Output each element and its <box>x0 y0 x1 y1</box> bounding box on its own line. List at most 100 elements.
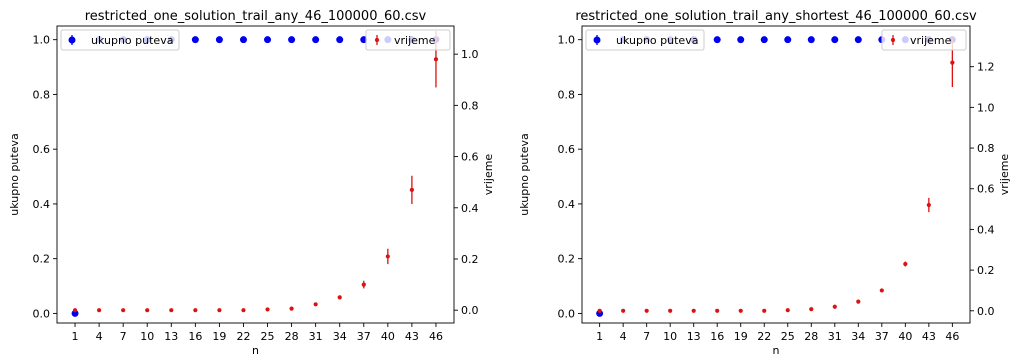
legend-right: vrijeme <box>881 29 967 51</box>
point-vrijeme <box>809 307 814 312</box>
point-vrijeme <box>903 261 908 267</box>
legend-right: vrijeme <box>365 29 451 51</box>
point-vrijeme <box>241 308 246 313</box>
y-left-tick-label: 0.0 <box>558 307 576 320</box>
plot-frame <box>581 25 971 324</box>
point-vrijeme <box>265 307 270 312</box>
point-vrijeme <box>879 288 884 293</box>
point-ukupno-puteva <box>239 36 247 44</box>
x-tick-label: 43 <box>405 330 419 343</box>
point-vrijeme <box>145 308 150 313</box>
point-ukupno-puteva <box>854 36 862 44</box>
point-ukupno-puteva <box>288 36 296 44</box>
y-left-axis-label: ukupno puteva <box>8 133 21 215</box>
point-vrijeme <box>121 308 126 313</box>
y-left-tick-label: 1.0 <box>33 34 51 47</box>
point-ukupno-puteva <box>336 36 344 44</box>
point-vrijeme <box>72 308 78 313</box>
point-vrijeme <box>621 308 626 313</box>
point-vrijeme <box>337 295 342 300</box>
x-tick-label: 7 <box>120 330 127 343</box>
x-tick-label: 34 <box>333 330 347 343</box>
x-tick-label: 25 <box>261 330 275 343</box>
y-right-tick-label: 0.8 <box>977 142 995 155</box>
plot-frame <box>56 25 455 324</box>
x-tick-label: 25 <box>781 330 795 343</box>
legend-left-box <box>60 29 180 51</box>
x-tick-label: 31 <box>309 330 323 343</box>
point-vrijeme <box>644 308 649 313</box>
x-tick-label: 7 <box>643 330 650 343</box>
x-tick-label: 10 <box>140 330 154 343</box>
x-axis-label: n <box>773 344 780 357</box>
point-vrijeme <box>738 308 743 313</box>
legend-right-box <box>365 29 451 51</box>
x-tick-label: 46 <box>945 330 959 343</box>
point-ukupno-puteva <box>264 36 272 44</box>
x-tick-label: 19 <box>734 330 748 343</box>
legend-right-box <box>881 29 967 51</box>
y-right-tick-label: 1.0 <box>977 101 995 114</box>
legend-left: ukupno puteva <box>585 29 705 51</box>
x-tick-label: 10 <box>663 330 677 343</box>
y-left-tick-label: 0.8 <box>33 88 51 101</box>
x-tick-label: 19 <box>212 330 226 343</box>
y-right-tick-label: 0.4 <box>461 202 479 215</box>
point-vrijeme <box>433 57 439 62</box>
point-vrijeme <box>97 308 102 313</box>
y-right-tick-label: 0.0 <box>461 304 479 317</box>
chart-right: restricted_one_solution_trail_any_shorte… <box>518 9 1011 357</box>
legend-right-label: vrijeme <box>910 34 952 47</box>
y-right-tick-label: 0.2 <box>977 264 995 277</box>
legend-left-box <box>585 29 705 51</box>
legend-right-label: vrijeme <box>394 34 436 47</box>
legend-left-label: ukupno puteva <box>616 34 698 47</box>
chart-title: restricted_one_solution_trail_any_46_100… <box>85 9 427 24</box>
y-right-axis-label: vrijeme <box>482 154 495 196</box>
y-left-tick-label: 0.2 <box>33 253 51 266</box>
y-left-tick-label: 0.2 <box>558 253 576 266</box>
chart-title: restricted_one_solution_trail_any_shorte… <box>575 9 977 24</box>
point-ukupno-puteva <box>737 36 745 44</box>
x-tick-label: 13 <box>164 330 178 343</box>
y-left-tick-label: 0.6 <box>33 143 51 156</box>
y-right-tick-label: 0.8 <box>461 99 479 112</box>
point-vrijeme <box>361 282 366 287</box>
x-tick-label: 1 <box>72 330 79 343</box>
point-ukupno-puteva <box>71 309 79 317</box>
x-tick-label: 34 <box>851 330 865 343</box>
x-axis-label: n <box>252 344 259 357</box>
point-vrijeme <box>950 60 955 65</box>
x-tick-label: 4 <box>96 330 103 343</box>
point-ukupno-puteva <box>713 36 721 44</box>
legend-left-label: ukupno puteva <box>91 34 173 47</box>
point-vrijeme <box>691 308 696 313</box>
y-left-tick-label: 0.8 <box>558 88 576 101</box>
y-right-tick-label: 0.6 <box>461 151 479 164</box>
x-tick-label: 16 <box>188 330 202 343</box>
y-left-tick-label: 0.4 <box>558 198 576 211</box>
point-ukupno-puteva <box>831 36 839 44</box>
point-ukupno-puteva <box>807 36 815 44</box>
x-tick-label: 43 <box>922 330 936 343</box>
point-vrijeme <box>715 308 720 313</box>
y-left-tick-label: 0.6 <box>558 143 576 156</box>
chart-left: restricted_one_solution_trail_any_46_100… <box>8 9 495 357</box>
point-ukupno-puteva <box>215 36 223 44</box>
x-tick-label: 13 <box>687 330 701 343</box>
x-tick-label: 22 <box>236 330 250 343</box>
x-tick-label: 37 <box>875 330 889 343</box>
y-left-axis-label: ukupno puteva <box>518 133 531 215</box>
y-left-tick-label: 0.4 <box>33 198 51 211</box>
x-tick-label: 37 <box>357 330 371 343</box>
point-ukupno-puteva <box>760 36 768 44</box>
x-tick-label: 4 <box>620 330 627 343</box>
point-vrijeme <box>409 187 414 192</box>
y-left-tick-label: 0.0 <box>33 307 51 320</box>
point-vrijeme <box>762 308 767 313</box>
x-tick-label: 31 <box>828 330 842 343</box>
point-ukupno-puteva <box>312 36 320 44</box>
x-tick-label: 28 <box>804 330 818 343</box>
point-vrijeme <box>785 308 790 313</box>
